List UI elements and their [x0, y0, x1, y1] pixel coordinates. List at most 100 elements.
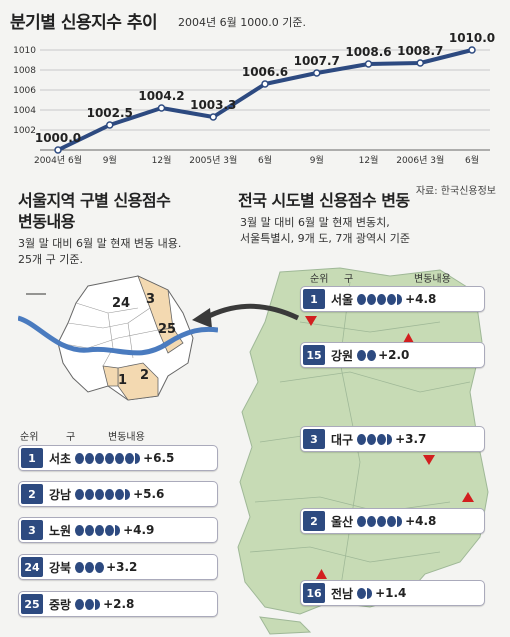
- data-point: [313, 69, 321, 77]
- x-tick-label: 2004년 6월: [34, 154, 82, 166]
- rank-row: 15 강원 +2.0: [300, 342, 485, 368]
- change-value: +1.4: [375, 586, 407, 600]
- data-label: 1010.0: [449, 31, 495, 45]
- change-value: +4.9: [123, 523, 155, 537]
- change-dots: [357, 349, 377, 361]
- rank-number: 2: [303, 511, 325, 531]
- change-value: +2.8: [103, 597, 135, 611]
- dot-icon: [95, 524, 105, 536]
- dot-icon: [115, 488, 125, 500]
- dot-icon: [377, 515, 387, 527]
- seoul-title-2: 변동내용: [18, 212, 75, 231]
- x-tick-label: 12월: [152, 154, 172, 166]
- seoul-map-label-24: 24: [112, 296, 131, 311]
- region-name: 강원: [331, 348, 354, 363]
- change-value: +3.2: [106, 560, 138, 574]
- dot-icon: [367, 349, 377, 361]
- y-tick-label: 1004: [13, 106, 36, 116]
- half-dot-icon: [367, 587, 373, 599]
- rank-row: 2 강남 +5.6: [18, 481, 218, 507]
- rank-number: 24: [21, 557, 43, 577]
- marker-up-gangwon: [403, 333, 414, 343]
- data-label: 1006.6: [242, 65, 288, 79]
- y-tick-label: 1002: [13, 126, 36, 136]
- region-name: 대구: [331, 432, 354, 447]
- dot-icon: [75, 488, 85, 500]
- data-point: [157, 104, 166, 112]
- change-value: +5.6: [133, 487, 165, 501]
- rank-number: 1: [303, 289, 325, 309]
- data-label: 1008.6: [345, 45, 391, 59]
- change-value: +2.0: [378, 348, 410, 362]
- chart-subtitle: 2004년 6월 1000.0 기준.: [178, 16, 306, 29]
- marker-down-seoul: [305, 316, 317, 326]
- data-point: [468, 46, 476, 54]
- pointer-arrow-head: [192, 308, 212, 328]
- national-title: 전국 시도별 신용점수 변동: [238, 191, 410, 210]
- rank-row: 1 서울 +4.8: [300, 286, 485, 312]
- x-tick-label: 2006년 3월: [396, 154, 444, 166]
- seoul-title-1: 서울지역 구별 신용점수: [18, 191, 171, 210]
- half-dot-icon: [135, 452, 141, 464]
- data-point: [261, 80, 269, 88]
- seoul-header-name: 구: [66, 432, 76, 443]
- data-label: 1002.5: [87, 106, 133, 120]
- rank-row: 16 전남 +1.4: [300, 580, 485, 606]
- data-label: 1000.0: [35, 131, 81, 145]
- marker-up-ulsan: [462, 492, 474, 502]
- data-point: [364, 60, 373, 68]
- change-value: +3.7: [395, 432, 427, 446]
- change-dots: [357, 515, 404, 527]
- chart-title: 분기별 신용지수 추이: [10, 13, 158, 33]
- y-tick-label: 1010: [13, 46, 36, 56]
- data-label: 1003.3: [190, 98, 236, 112]
- national-header-change: 변동내용: [414, 274, 451, 285]
- dot-icon: [357, 349, 367, 361]
- national-desc-2: 서울특별시, 9개 도, 7개 광역시 기준: [240, 232, 411, 245]
- rank-number: 3: [21, 520, 43, 540]
- seoul-desc-2: 25개 구 기준.: [18, 253, 83, 266]
- dot-icon: [357, 433, 367, 445]
- region-name: 중랑: [49, 597, 72, 612]
- dot-icon: [377, 293, 387, 305]
- rank-row: 3 대구 +3.7: [300, 426, 485, 452]
- series-points: [54, 46, 476, 154]
- y-axis-ticks: 1002 1004 1006 1008 1010: [13, 46, 36, 136]
- dot-icon: [377, 433, 387, 445]
- change-value: +4.8: [405, 514, 437, 528]
- change-dots: [357, 433, 394, 445]
- dot-icon: [357, 515, 367, 527]
- half-dot-icon: [115, 524, 121, 536]
- change-dots: [75, 561, 105, 573]
- dot-icon: [115, 452, 125, 464]
- x-tick-label: 9월: [103, 154, 117, 166]
- data-label: 1008.7: [397, 44, 443, 58]
- dot-icon: [85, 561, 95, 573]
- rank-number: 25: [21, 594, 43, 614]
- seoul-map-label-3: 3: [146, 292, 156, 307]
- dot-icon: [387, 293, 397, 305]
- half-dot-icon: [95, 598, 101, 610]
- x-tick-label: 6월: [465, 154, 479, 166]
- source-note: 자료: 한국신용정보: [415, 186, 496, 197]
- dot-icon: [105, 452, 115, 464]
- rank-number: 1: [21, 448, 43, 468]
- data-labels: 1000.0 1002.5 1004.2 1003.3 1006.6 1007.7 1008…: [35, 31, 495, 145]
- seoul-map-label-2: 2: [140, 368, 150, 383]
- rank-row: 3 노원 +4.9: [18, 517, 218, 543]
- dot-icon: [387, 515, 397, 527]
- half-dot-icon: [397, 515, 403, 527]
- x-tick-label: 2005년 3월: [189, 154, 237, 166]
- x-tick-label: 12월: [359, 154, 379, 166]
- change-dots: [75, 452, 142, 464]
- region-name: 서울: [331, 292, 354, 307]
- region-name: 울산: [331, 514, 354, 529]
- rank-row: 2 울산 +4.8: [300, 508, 485, 534]
- rank-row: 24 강북 +3.2: [18, 554, 218, 580]
- data-point: [416, 59, 424, 67]
- dot-icon: [95, 488, 105, 500]
- seoul-header-change: 변동내용: [108, 432, 145, 443]
- seoul-map-label-1: 1: [118, 373, 128, 388]
- dot-icon: [367, 293, 377, 305]
- y-tick-label: 1006: [13, 86, 36, 96]
